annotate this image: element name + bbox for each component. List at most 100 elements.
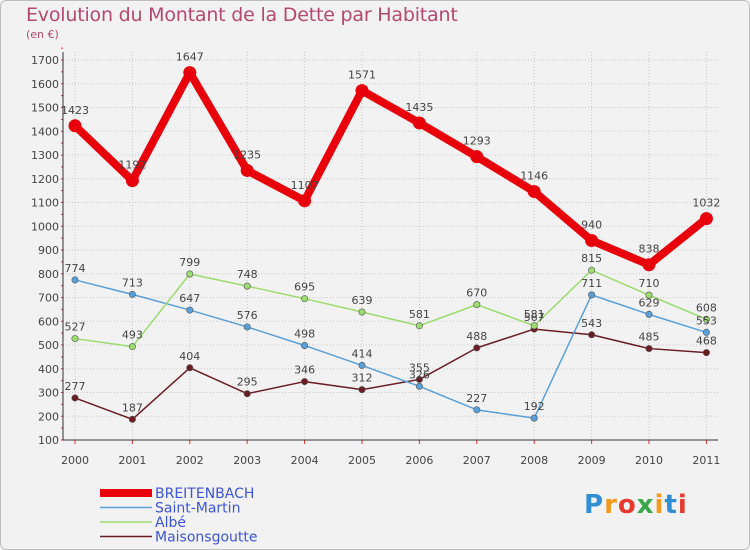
data-point (125, 174, 139, 188)
legend-label: Saint-Martin (155, 501, 240, 517)
data-point (699, 212, 713, 226)
data-point (301, 295, 309, 303)
data-label: 346 (294, 364, 315, 377)
y-tick-label: 1200 (31, 173, 59, 186)
y-tick-label: 500 (38, 339, 59, 352)
data-point (186, 270, 194, 278)
logo-letter: i (654, 490, 665, 520)
data-label: 192 (524, 400, 545, 413)
data-label: 355 (409, 361, 430, 374)
data-label: 774 (65, 262, 86, 275)
series-layer (68, 66, 713, 423)
data-point (186, 306, 194, 314)
data-point (702, 349, 710, 357)
x-tick-label: 2011 (692, 454, 720, 467)
y-tick-label: 1600 (31, 78, 59, 91)
data-label: 527 (65, 321, 86, 334)
x-tick-label: 2008 (520, 454, 548, 467)
data-label: 647 (179, 292, 200, 305)
data-point (128, 415, 136, 423)
data-label: 1192 (118, 159, 146, 172)
y-tick-label: 800 (38, 268, 59, 281)
data-point (588, 331, 596, 339)
y-tick-label: 1300 (31, 149, 59, 162)
chart-subtitle: (en €) (26, 28, 59, 41)
data-label: 1235 (233, 148, 261, 161)
data-label: 581 (409, 308, 430, 321)
data-point (298, 194, 312, 208)
logo-letter: t (664, 490, 678, 520)
data-point (473, 301, 481, 309)
data-label: 695 (294, 281, 315, 294)
data-point (355, 84, 369, 98)
data-label: 295 (237, 376, 258, 389)
data-label: 1571 (348, 69, 376, 82)
data-label: 629 (639, 296, 660, 309)
data-label: 312 (352, 372, 373, 385)
data-label: 277 (65, 380, 86, 393)
legend-label: BREITENBACH (155, 486, 254, 502)
x-tick-label: 2000 (61, 454, 89, 467)
series-line-breitenbach (71, 68, 711, 269)
data-label: 1146 (520, 170, 548, 183)
y-tick-label: 200 (38, 410, 59, 423)
data-point (642, 258, 656, 272)
data-point (128, 290, 136, 298)
data-point (645, 345, 653, 353)
x-tick-label: 2007 (463, 454, 491, 467)
data-point (702, 328, 710, 336)
data-label: 608 (696, 301, 717, 314)
data-label: 581 (524, 308, 545, 321)
data-label: 711 (581, 277, 602, 290)
x-tick-label: 2001 (118, 454, 146, 467)
data-point (71, 276, 79, 284)
data-point (240, 163, 254, 177)
data-point (415, 322, 423, 330)
y-tick-label: 1000 (31, 220, 59, 233)
data-label: 488 (466, 330, 487, 343)
data-point (530, 414, 538, 422)
legend-label: Maisonsgoutte (155, 530, 258, 546)
data-label: 498 (294, 327, 315, 340)
data-point (243, 390, 251, 398)
data-point (588, 291, 596, 299)
data-label: 748 (237, 268, 258, 281)
data-point (702, 315, 710, 323)
x-tick-label: 2002 (176, 454, 204, 467)
data-point (473, 406, 481, 414)
y-tick-label: 700 (38, 292, 59, 305)
data-point (358, 386, 366, 394)
data-label: 404 (179, 350, 200, 363)
y-tick-label: 900 (38, 244, 59, 257)
x-tick-label: 2006 (405, 454, 433, 467)
data-point (470, 150, 484, 164)
data-label: 1435 (405, 101, 433, 114)
data-label: 227 (466, 392, 487, 405)
data-point (585, 234, 599, 247)
y-tick-label: 600 (38, 315, 59, 328)
data-point (183, 66, 197, 80)
axes: 1002003004005006007008009001000110012001… (31, 47, 720, 467)
x-tick-label: 2009 (578, 454, 606, 467)
x-tick-label: 2004 (291, 454, 319, 467)
data-label: 1423 (61, 104, 89, 117)
data-label: 326 (409, 368, 430, 381)
data-label: 468 (696, 335, 717, 348)
data-point (358, 308, 366, 316)
data-label: 713 (122, 276, 143, 289)
data-point (645, 310, 653, 318)
data-point (186, 364, 194, 372)
series-line-saint-martin (74, 279, 708, 419)
data-point (645, 291, 653, 299)
data-point (473, 344, 481, 352)
data-label: 1107 (291, 179, 319, 192)
data-point (412, 116, 426, 130)
data-point (71, 394, 79, 402)
data-point (243, 323, 251, 331)
data-point (68, 119, 82, 133)
y-tick-label: 1500 (31, 102, 59, 115)
data-point (527, 185, 541, 199)
data-label: 414 (352, 347, 373, 360)
